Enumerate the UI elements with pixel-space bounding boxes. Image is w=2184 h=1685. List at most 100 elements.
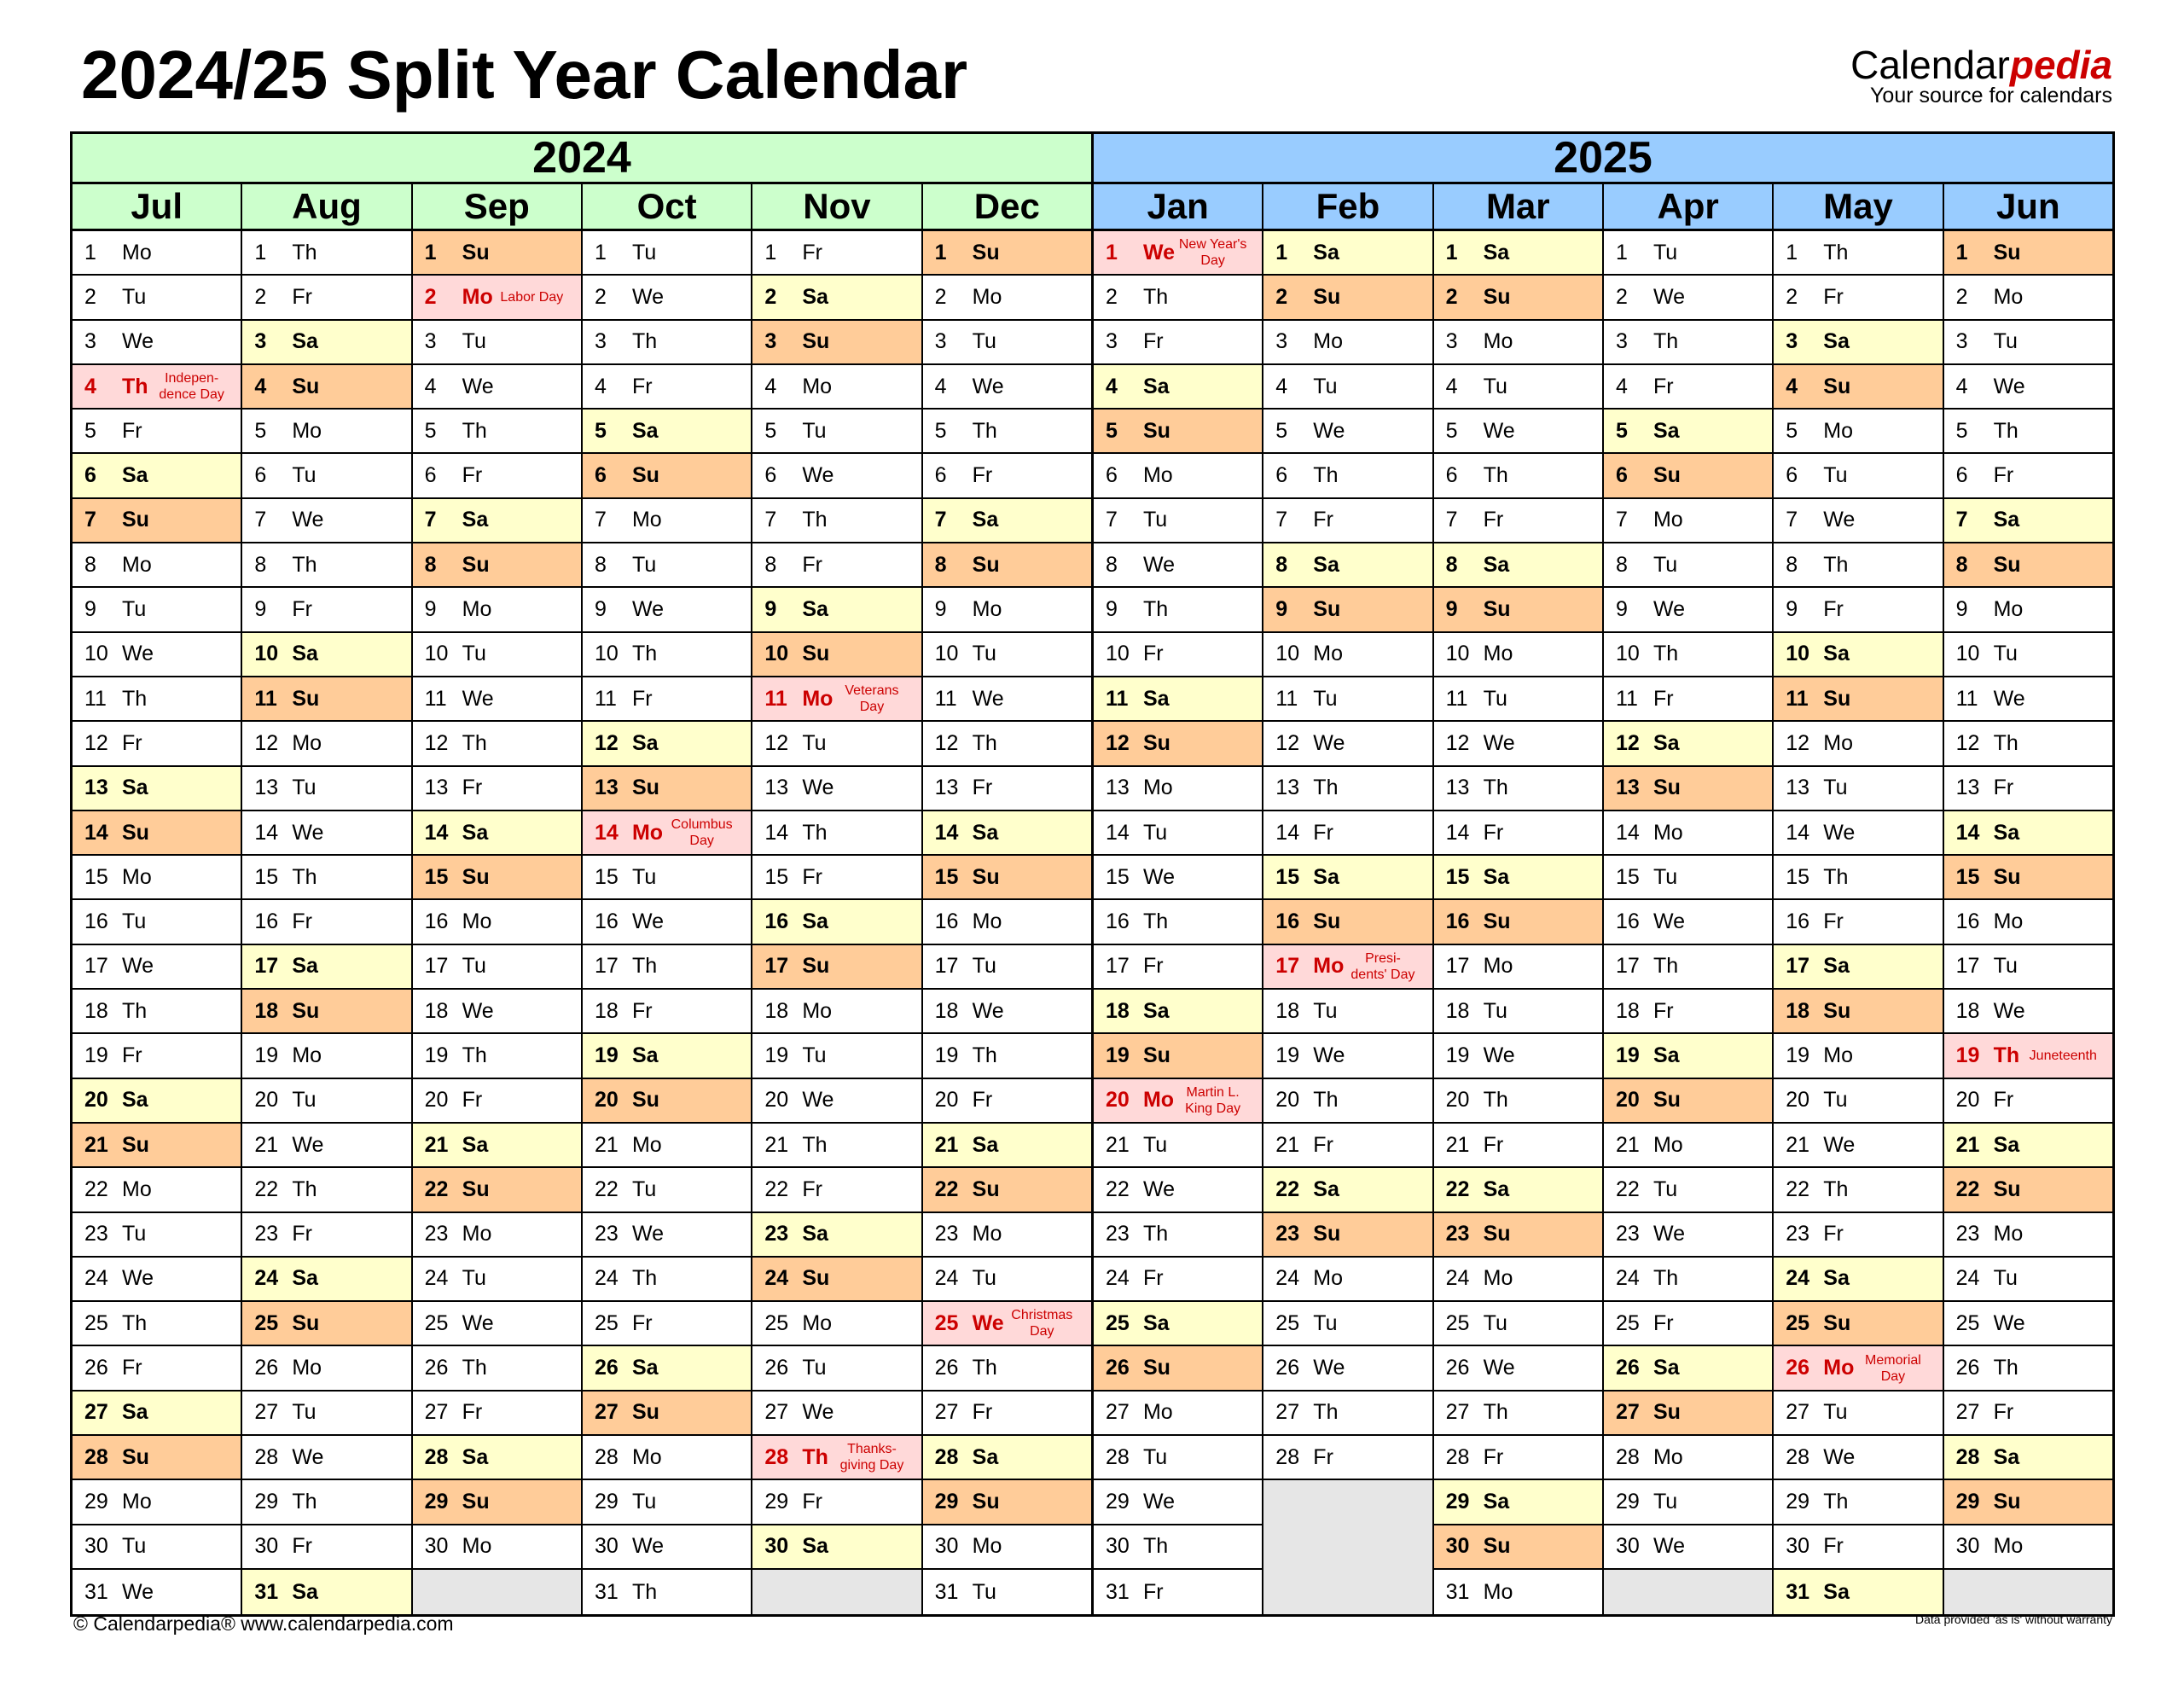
weekday: Mo — [292, 730, 322, 755]
day-cell: 19 Th — [922, 1034, 1091, 1079]
weekday: Su — [972, 552, 1000, 577]
day-number: 30 — [84, 1534, 108, 1559]
weekday: We — [1483, 1356, 1515, 1380]
day-cell: 20 Fr — [412, 1079, 581, 1124]
weekday: We — [122, 329, 154, 354]
holiday-label-line: Indepen- — [165, 371, 219, 386]
day-cell: 17 Sa — [1774, 944, 1943, 991]
day-cell: 21 We — [1774, 1124, 1943, 1169]
day-cell: 29 Su — [922, 1480, 1091, 1525]
day-cell: 29 Sa — [1433, 1480, 1602, 1525]
weekday: Su — [292, 1310, 320, 1335]
day-number: 22 — [764, 1177, 789, 1201]
day-number: 27 — [254, 1400, 279, 1425]
day-cell: 23 Sa — [752, 1212, 921, 1258]
day-cell: 3 Sa — [242, 320, 411, 365]
day-cell: 16 Tu — [73, 900, 241, 945]
holiday-label-line: Veterans — [845, 683, 899, 699]
day-cell: 20 Sa — [73, 1078, 241, 1124]
weekday: Sa — [1483, 1489, 1510, 1514]
day-cell: 26 Fr — [73, 1346, 241, 1392]
day-number: 21 — [1105, 1132, 1130, 1157]
holiday-label-line: Day — [689, 834, 714, 848]
day-cell: 5 Sa — [582, 410, 752, 455]
day-number: 11 — [1275, 686, 1298, 711]
day-number: 17 — [424, 954, 449, 979]
day-number: 6 — [1955, 463, 1968, 488]
day-number: 24 — [1275, 1266, 1300, 1291]
day-number: 11 — [1615, 686, 1638, 711]
weekday: Su — [972, 240, 1000, 264]
weekday: Mo — [122, 552, 152, 577]
day-number: 13 — [84, 776, 108, 800]
day-number: 30 — [934, 1534, 959, 1559]
day-cell: 1 Su — [1943, 231, 2112, 276]
weekday: Tu — [1483, 686, 1507, 711]
day-number: 20 — [1105, 1088, 1130, 1113]
weekday: Mo — [462, 909, 492, 934]
day-number: 2 — [1786, 284, 1798, 309]
day-cell: 10 Tu — [922, 633, 1091, 677]
weekday: Fr — [1823, 909, 1844, 934]
day-number: 7 — [764, 508, 777, 532]
weekday: Tu — [1823, 1400, 1848, 1425]
day-number: 10 — [1786, 642, 1810, 666]
weekday: Tu — [972, 642, 996, 666]
day-number: 22 — [1275, 1177, 1300, 1201]
day-number: 1 — [84, 240, 96, 264]
weekday: Fr — [292, 1534, 312, 1559]
day-number: 30 — [424, 1534, 449, 1559]
day-cell: 29 Th — [242, 1480, 411, 1525]
weekday: Tu — [1142, 820, 1168, 845]
holiday-label-line: New Year's — [1178, 237, 1247, 253]
day-cell: 13 Mo — [1093, 767, 1263, 811]
weekday: Mo — [972, 909, 1002, 934]
day-cell: 25 Su — [1774, 1302, 1943, 1347]
weekday: Su — [292, 998, 320, 1023]
month-column-oct: Oct 1 Tu 2 We 3 Th 4 Fr 5 Sa 6 Su 7 Mo 8 Tu 9 We 10 Th 11 Fr 12… — [582, 184, 753, 1615]
day-cell: 21 Mo — [582, 1124, 752, 1169]
day-number: 6 — [254, 463, 267, 488]
day-cell: 31 Sa — [242, 1569, 411, 1615]
weekday: Su — [972, 1489, 1000, 1514]
day-number: 13 — [594, 776, 619, 800]
weekday: Mo — [122, 864, 152, 889]
calendarpedia-logo[interactable]: Calendarpedia Your source for calendars — [1850, 43, 2112, 107]
day-cell: 16 Su — [1433, 900, 1602, 945]
day-cell: 13 Fr — [1943, 767, 2112, 811]
day-number: 16 — [594, 909, 619, 934]
weekday: Fr — [1823, 597, 1844, 622]
day-cell: 13 Su — [582, 766, 752, 811]
day-number: 11 — [84, 686, 107, 711]
day-number: 3 — [1105, 329, 1118, 354]
day-cell: 12 Th — [1943, 722, 2112, 767]
weekday: Mo — [972, 597, 1002, 622]
weekday: We — [972, 686, 1004, 711]
weekday: Th — [802, 508, 828, 532]
day-number: 7 — [1615, 508, 1628, 532]
day-number: 11 — [594, 686, 617, 711]
weekday: Sa — [1993, 1132, 2020, 1157]
day-cell: 9 Fr — [1774, 588, 1943, 633]
day-number: 25 — [934, 1310, 959, 1335]
day-cell: 5 Fr — [73, 410, 241, 455]
day-number: 30 — [764, 1534, 789, 1559]
day-cell: 3 Fr — [1093, 321, 1263, 365]
month-header: Jan — [1093, 184, 1263, 231]
day-cell: 8 Th — [1774, 543, 1943, 589]
day-number: 17 — [764, 954, 789, 979]
day-number: 15 — [84, 864, 108, 889]
day-number: 18 — [1786, 998, 1810, 1023]
day-cell: 7 We — [242, 499, 411, 544]
day-cell: 13 Th — [1263, 767, 1432, 811]
weekday: Th — [972, 1043, 997, 1067]
empty-cell — [1603, 1569, 1773, 1615]
day-cell: 27 Fr — [412, 1392, 581, 1437]
weekday: We — [1483, 1043, 1515, 1067]
day-cell: 14 Th — [752, 811, 921, 857]
logo-brand-b: pedia — [2009, 43, 2112, 87]
weekday: Th — [1993, 730, 2018, 755]
day-number: 25 — [1615, 1310, 1640, 1335]
day-cell: 6 Tu — [242, 454, 411, 499]
day-cell: 27 Th — [1263, 1392, 1432, 1437]
